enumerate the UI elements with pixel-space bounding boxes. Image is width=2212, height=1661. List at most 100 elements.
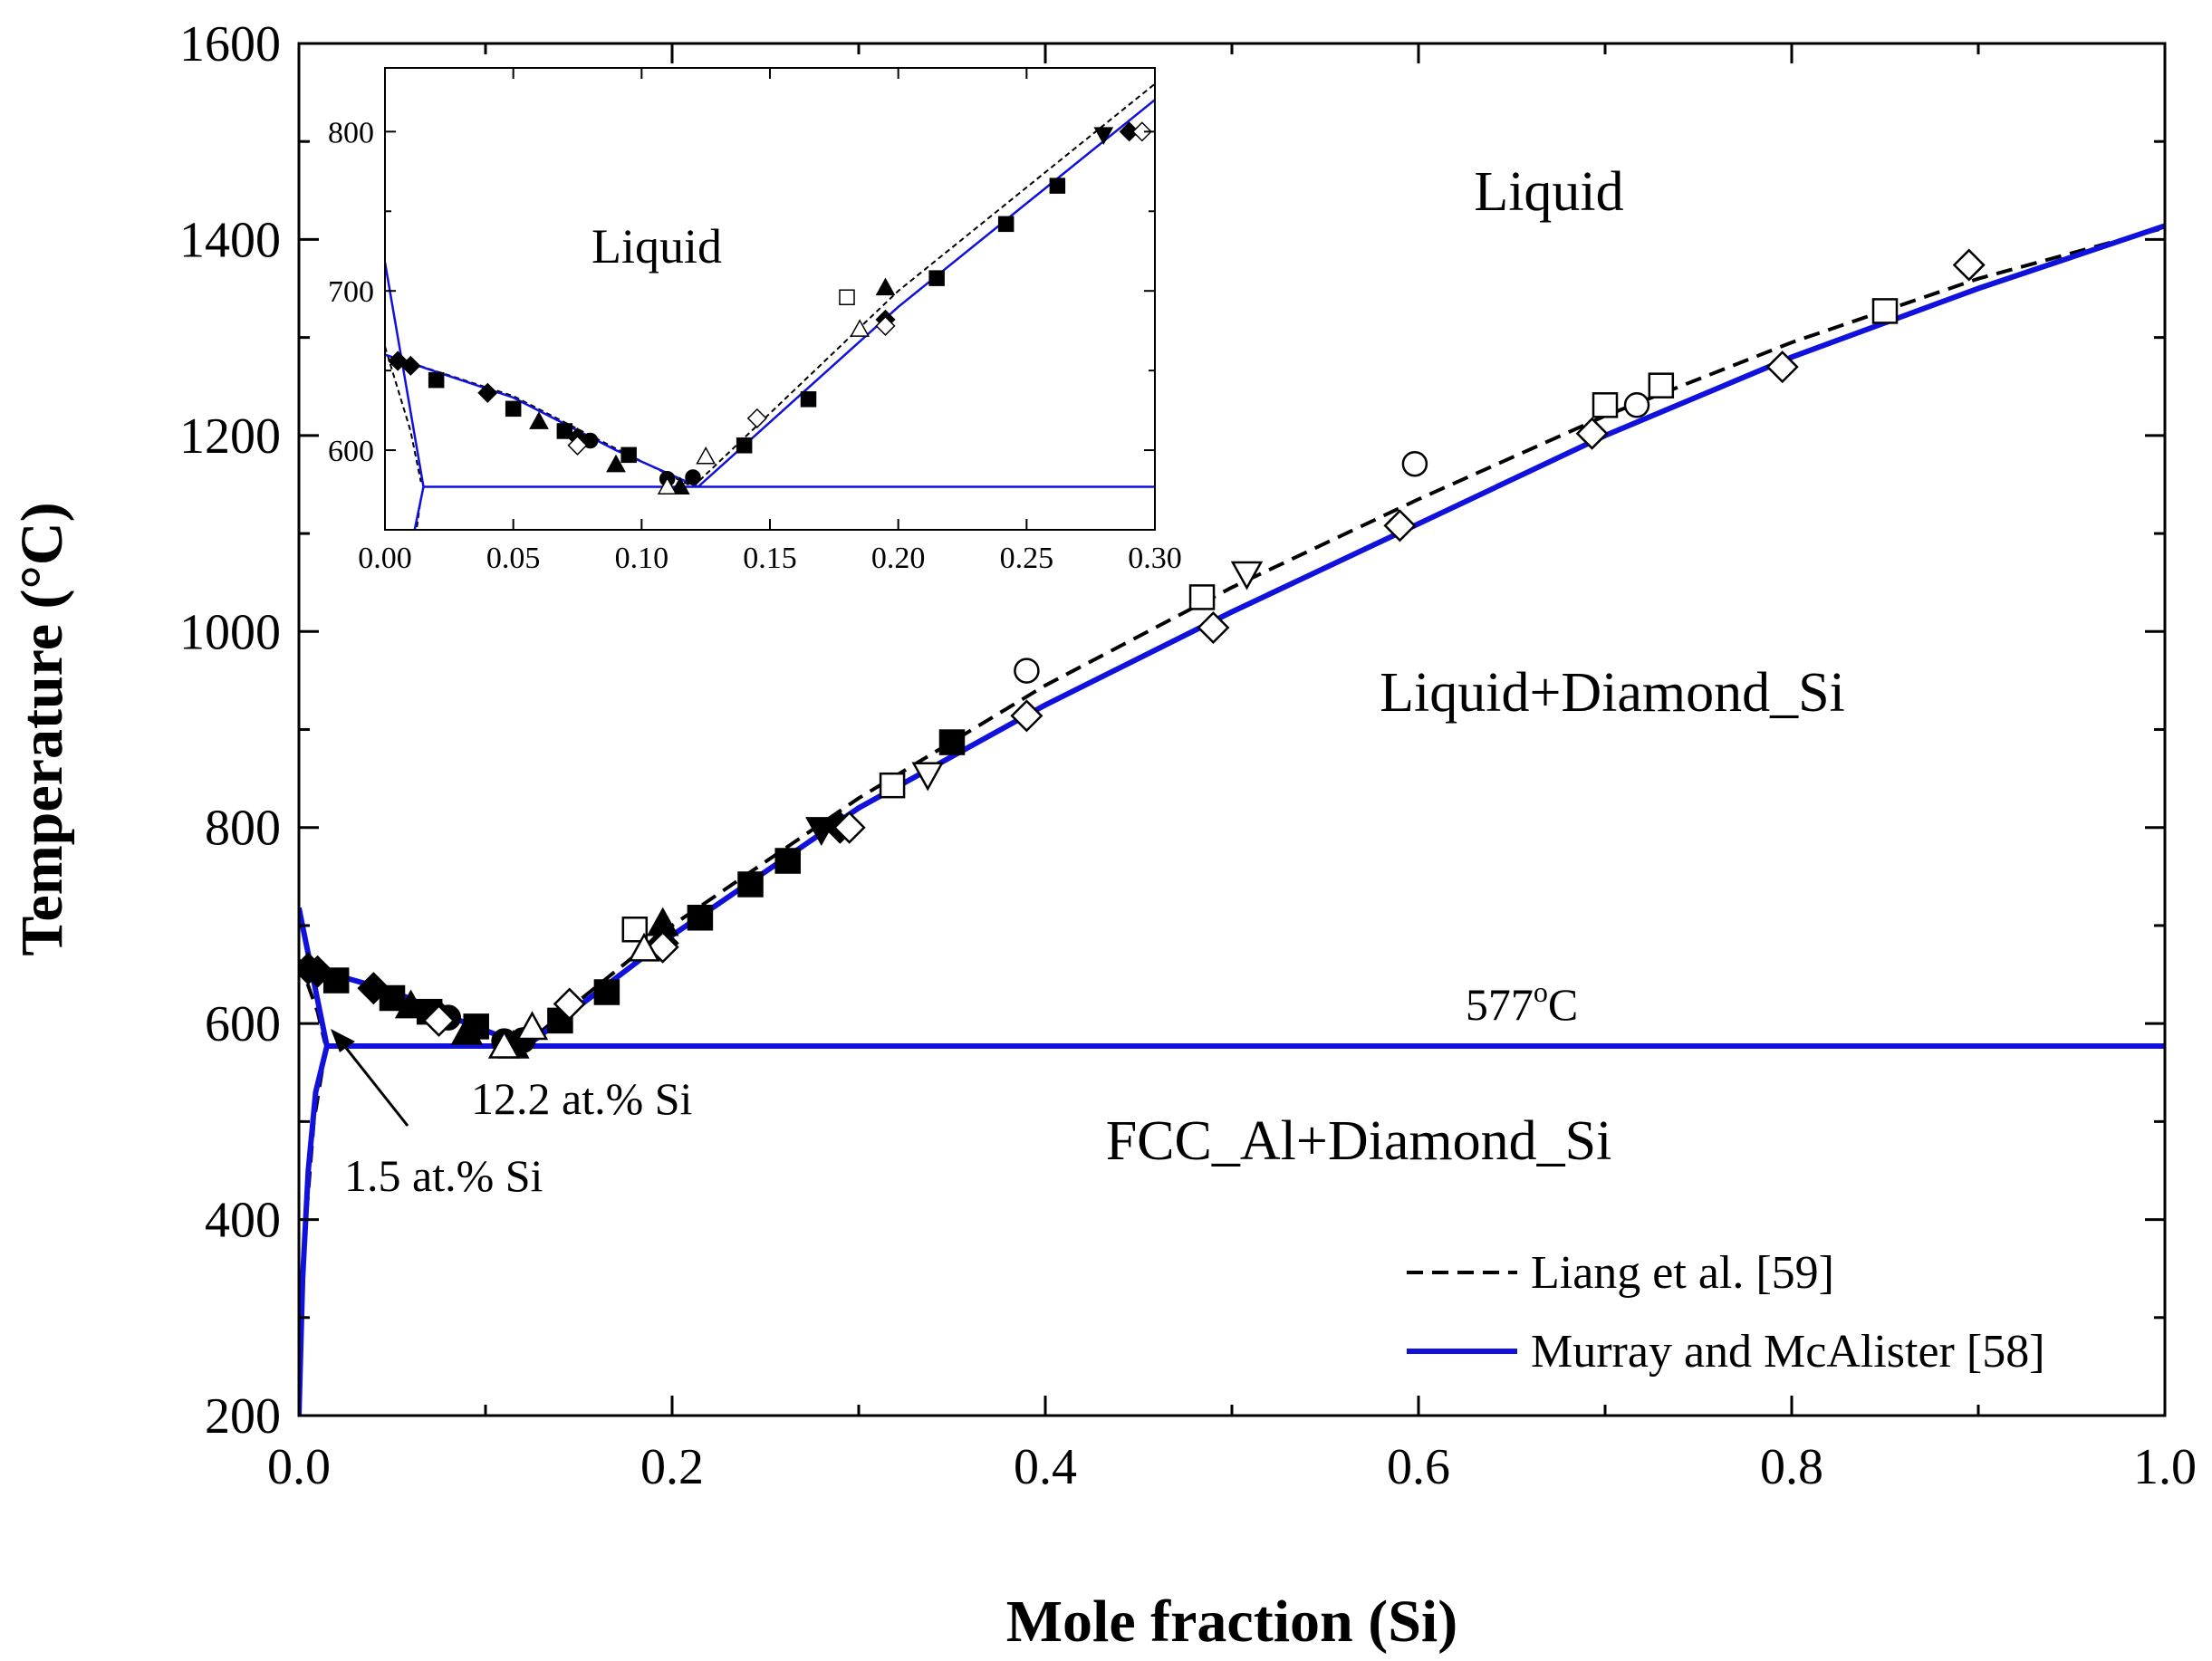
marker-filled-triangle (606, 454, 626, 473)
inset-x-tick-label: 0.00 (358, 542, 412, 575)
marker-filled-square (687, 905, 714, 931)
inset-region-label-liquid: Liquid (591, 219, 722, 274)
inset-axis-ticks: 0.00 0.05 0.10 0.15 0.20 0.25 0.30 600 700 800 (328, 68, 1182, 575)
murray-solvus-line (299, 1045, 330, 1416)
marker-open-circle (1623, 392, 1650, 418)
marker-filled-triangle (450, 1015, 484, 1045)
marker-filled-square (774, 848, 801, 874)
y-tick-label: 1600 (179, 16, 281, 72)
y-tick-label: 1000 (179, 604, 281, 660)
marker-filled-triangle (394, 989, 428, 1019)
marker-open-square (879, 772, 906, 799)
marker-filled-square (505, 400, 522, 418)
marker-open-diamond (1952, 248, 1986, 282)
eutectic-composition-label: 12.2 at.% Si (471, 1073, 692, 1124)
inset-y-tick-label: 700 (328, 275, 374, 309)
region-label-fcc-al-diamond-si: FCC_Al+Diamond_Si (1106, 1110, 1612, 1172)
x-tick-label: 0.6 (1387, 1439, 1450, 1495)
main-plot-content (299, 223, 2165, 1416)
marker-open-square (1188, 584, 1216, 610)
marker-filled-square (737, 871, 764, 898)
marker-open-triangle (657, 476, 678, 494)
y-tick-label: 1200 (179, 408, 281, 465)
solubility-arrow (331, 1029, 409, 1127)
inset-x-tick-label: 0.15 (743, 542, 797, 575)
x-tick-label: 1.0 (2133, 1439, 2197, 1495)
inset-x-tick-label: 0.10 (615, 542, 669, 575)
solubility-label: 1.5 at.% Si (344, 1150, 543, 1201)
eutectic-temperature-label: 577oC (1466, 975, 1578, 1030)
x-tick-label: 0.8 (1760, 1439, 1823, 1495)
marker-open-triangle (515, 1011, 549, 1041)
marker-open-triangle (487, 1029, 521, 1059)
inset-y-tick-label: 600 (328, 435, 374, 468)
liang-liquidus-si-line (692, 82, 1155, 488)
legend-label-liang: Liang et al. [59] (1531, 1247, 1834, 1299)
marker-open-diamond (1197, 610, 1230, 644)
marker-filled-square (736, 437, 753, 454)
marker-open-circle (1014, 658, 1040, 684)
marker-filled-square (800, 391, 817, 408)
marker-open-diamond (1383, 509, 1417, 542)
marker-open-triangle (696, 446, 716, 465)
inset-plot: 0.00 0.05 0.10 0.15 0.20 0.25 0.30 600 700 800 Li… (328, 67, 1182, 575)
inset-x-tick-label: 0.20 (871, 542, 926, 575)
marker-filled-square (997, 216, 1015, 233)
y-tick-label: 600 (205, 996, 281, 1052)
x-tick-label: 0.2 (640, 1439, 704, 1495)
marker-open-diamond (1131, 121, 1152, 142)
inset-plot-content (385, 82, 1155, 530)
marker-open-square (1592, 392, 1619, 418)
marker-open-diamond (746, 408, 767, 428)
inset-x-tick-label: 0.25 (1000, 542, 1054, 575)
marker-open-diamond (553, 987, 586, 1021)
murray-solidus-line (385, 262, 425, 487)
marker-filled-triangle (669, 476, 690, 494)
marker-filled-triangle (875, 277, 896, 296)
marker-open-square (1648, 372, 1675, 398)
main-axis-ticks: 0.0 0.2 0.4 0.6 0.8 1.0 200 400 600 800 1000 1200 14… (179, 16, 2197, 1495)
marker-filled-down-triangle (805, 817, 838, 847)
x-tick-label: 0.0 (267, 1439, 331, 1495)
marker-filled-diamond (301, 955, 334, 988)
inset-x-tick-label: 0.30 (1128, 542, 1182, 575)
marker-open-square (839, 289, 855, 305)
region-label-liquid: Liquid (1474, 161, 1623, 223)
marker-open-down-triangle (911, 762, 944, 792)
marker-filled-square (1049, 178, 1066, 194)
marker-filled-circle (685, 469, 701, 485)
marker-filled-circle (582, 432, 599, 449)
marker-filled-down-triangle (1093, 127, 1114, 146)
y-tick-label: 800 (205, 801, 281, 857)
x-axis-title: Mole fraction (Si) (1006, 1589, 1458, 1655)
marker-filled-square (620, 446, 637, 464)
marker-open-circle (1401, 450, 1428, 477)
legend: Liang et al. [59] Murray and McAlister [… (1407, 1247, 2045, 1378)
liang-solidus-line (385, 346, 422, 483)
marker-open-triangle (628, 932, 660, 962)
murray-liquidus-si-line (697, 98, 1155, 488)
marker-filled-diamond (477, 382, 498, 403)
marker-open-diamond (567, 435, 588, 456)
marker-open-diamond (832, 811, 866, 844)
marker-filled-square (593, 979, 620, 1005)
inset-background (385, 68, 1155, 530)
main-plot: 0.0 0.2 0.4 0.6 0.8 1.0 200 400 600 800 1000 1200 14… (179, 16, 2197, 1495)
x-tick-label: 0.4 (1014, 1439, 1077, 1495)
marker-filled-square (928, 270, 945, 286)
marker-open-diamond (875, 315, 896, 336)
y-tick-label: 200 (205, 1388, 281, 1445)
marker-filled-triangle (529, 411, 549, 429)
y-axis-title: Temperature (°C) (9, 502, 75, 955)
marker-filled-diamond (400, 355, 421, 376)
region-label-liquid-diamond-si: Liquid+Diamond_Si (1380, 662, 1845, 724)
marker-filled-square (428, 371, 445, 389)
inset-y-tick-label: 800 (328, 116, 374, 149)
marker-open-diamond (1765, 350, 1799, 384)
marker-open-triangle (850, 319, 870, 337)
legend-label-murray: Murray and McAlister [58] (1531, 1326, 2045, 1378)
marker-filled-square (938, 729, 966, 755)
marker-open-diamond (1010, 699, 1043, 733)
marker-open-diamond (1575, 417, 1609, 450)
